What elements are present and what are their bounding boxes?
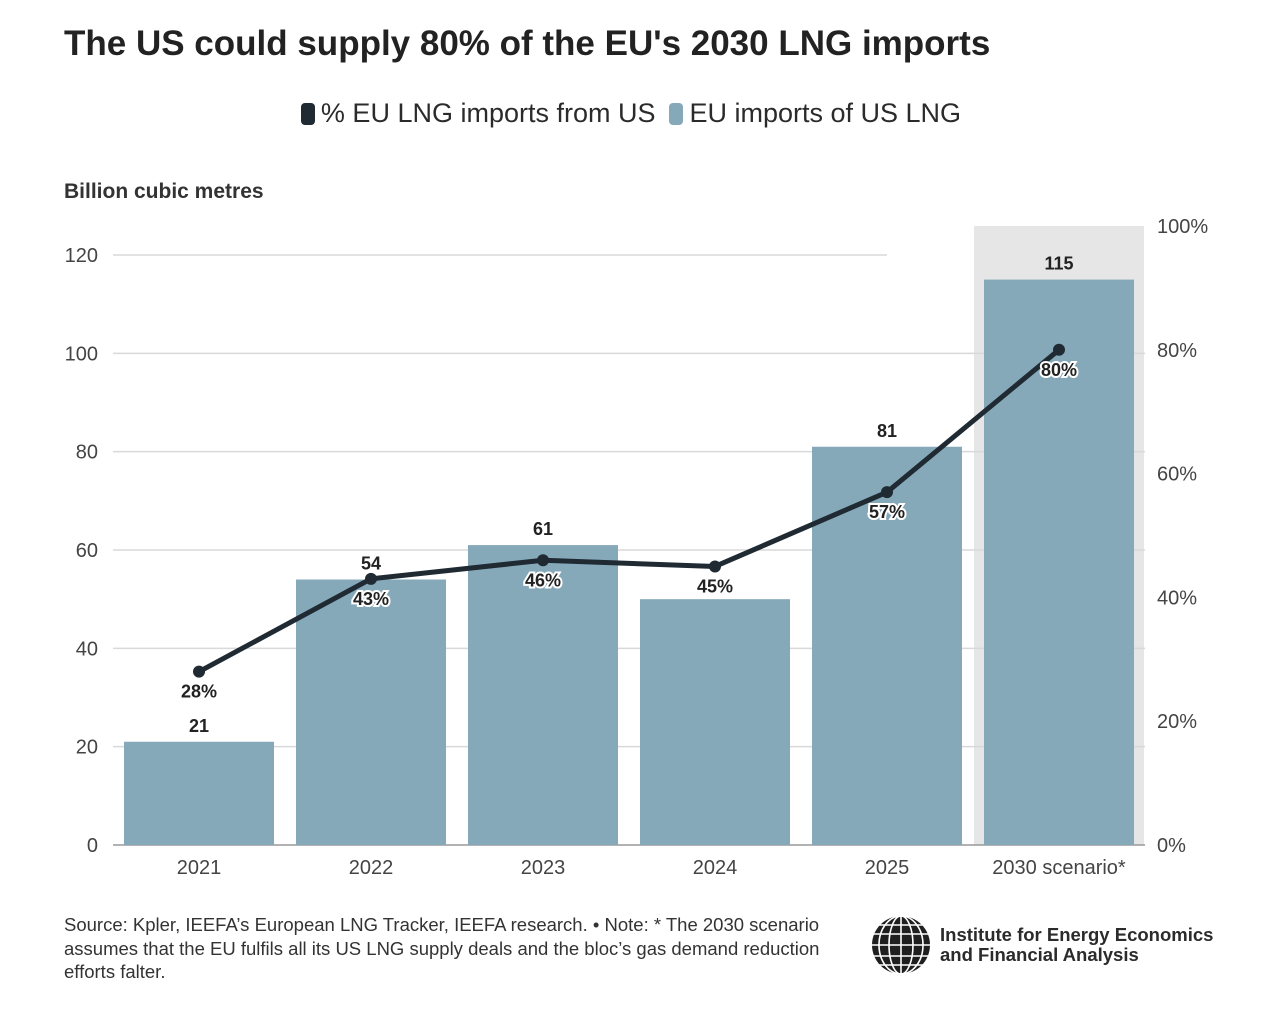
x-tick-label-4: 2025: [865, 857, 910, 879]
bar-5: [984, 279, 1134, 845]
share-value-label-1: 43%: [353, 589, 389, 609]
y-tick-label-120: 120: [65, 245, 98, 267]
y2-tick-label-60: 60%: [1157, 464, 1197, 486]
y-tick-label-0: 0: [87, 835, 98, 857]
bar-value-label-1: 54: [361, 554, 381, 574]
legend: % EU LNG imports from US EU imports of U…: [0, 98, 1262, 129]
bar-2: [468, 545, 618, 845]
share-point-0: [193, 665, 205, 678]
logo-line-1: Institute for Energy Economics: [940, 924, 1214, 945]
logo-wordmark: Institute for Energy Economics and Finan…: [940, 925, 1213, 965]
globe-icon: [872, 915, 930, 975]
bar-value-label-2: 61: [533, 519, 553, 539]
source-note: Source: Kpler, IEEFA’s European LNG Trac…: [64, 914, 820, 982]
share-value-label-4: 57%: [869, 502, 905, 522]
y-tick-label-60: 60: [76, 540, 98, 562]
bar-1: [296, 579, 446, 845]
legend-swatch-bar: [669, 102, 684, 125]
y-tick-label-40: 40: [76, 638, 98, 660]
y2-tick-label-0: 0%: [1157, 835, 1186, 857]
y2-tick-label-80: 80%: [1157, 340, 1197, 362]
legend-item-share: % EU LNG imports from US: [300, 98, 656, 129]
y2-tick-label-100: 100%: [1157, 216, 1208, 238]
y-tick-label-100: 100: [65, 343, 98, 365]
share-point-1: [365, 572, 377, 585]
share-value-label-3: 45%: [697, 576, 733, 596]
share-point-3: [709, 560, 721, 573]
legend-label-imports: EU imports of US LNG: [689, 98, 962, 128]
y-tick-label-80: 80: [76, 442, 98, 464]
bar-value-label-4: 81: [877, 421, 897, 441]
y2-tick-label-20: 20%: [1157, 711, 1197, 733]
y-axis-unit-label: Billion cubic metres: [64, 180, 264, 203]
legend-item-imports: EU imports of US LNG: [669, 98, 961, 129]
x-tick-label-3: 2024: [693, 857, 738, 879]
y2-tick-label-40: 40%: [1157, 587, 1197, 609]
y-tick-label-20: 20: [76, 737, 98, 759]
share-point-2: [537, 554, 549, 567]
bar-0: [124, 741, 274, 845]
x-tick-label-2: 2023: [521, 857, 566, 879]
share-value-label-2: 46%: [525, 570, 561, 590]
share-point-5: [1053, 343, 1065, 356]
logo-line-2: and Financial Analysis: [940, 944, 1139, 965]
bar-value-label-0: 21: [189, 716, 209, 736]
bar-value-label-5: 115: [1044, 254, 1073, 274]
x-tick-label-1: 2022: [349, 857, 394, 879]
share-point-4: [881, 486, 893, 499]
ieefa-logo: Institute for Energy Economics and Finan…: [870, 914, 1213, 976]
legend-swatch-line: [300, 102, 315, 125]
x-tick-label-5: 2030 scenario*: [992, 857, 1126, 879]
share-line: [196, 347, 1062, 675]
x-tick-label-0: 2021: [177, 857, 222, 879]
share-value-label-5: 80%: [1041, 360, 1077, 380]
legend-label-share: % EU LNG imports from US: [320, 98, 656, 128]
chart-title: The US could supply 80% of the EU's 2030…: [64, 24, 991, 63]
bar-3: [640, 599, 790, 845]
share-value-label-0: 28%: [181, 682, 217, 702]
